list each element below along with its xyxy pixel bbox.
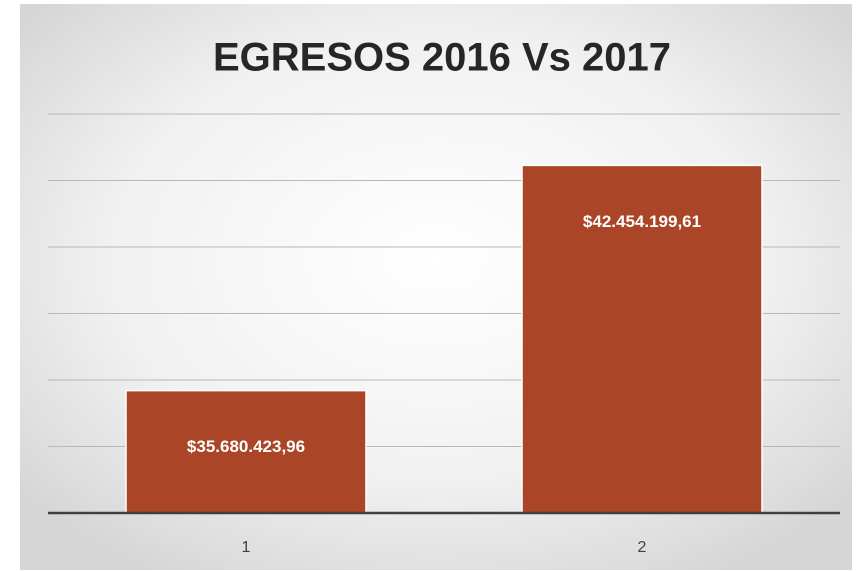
bar	[521, 164, 763, 514]
data-label: $42.454.199,61	[583, 212, 701, 231]
data-label: $35.680.423,96	[187, 437, 305, 456]
x-tick-label: 1	[242, 539, 251, 556]
chart-title: EGRESOS 2016 Vs 2017	[213, 36, 671, 80]
x-tick-label: 2	[638, 539, 647, 556]
bar	[125, 389, 367, 514]
